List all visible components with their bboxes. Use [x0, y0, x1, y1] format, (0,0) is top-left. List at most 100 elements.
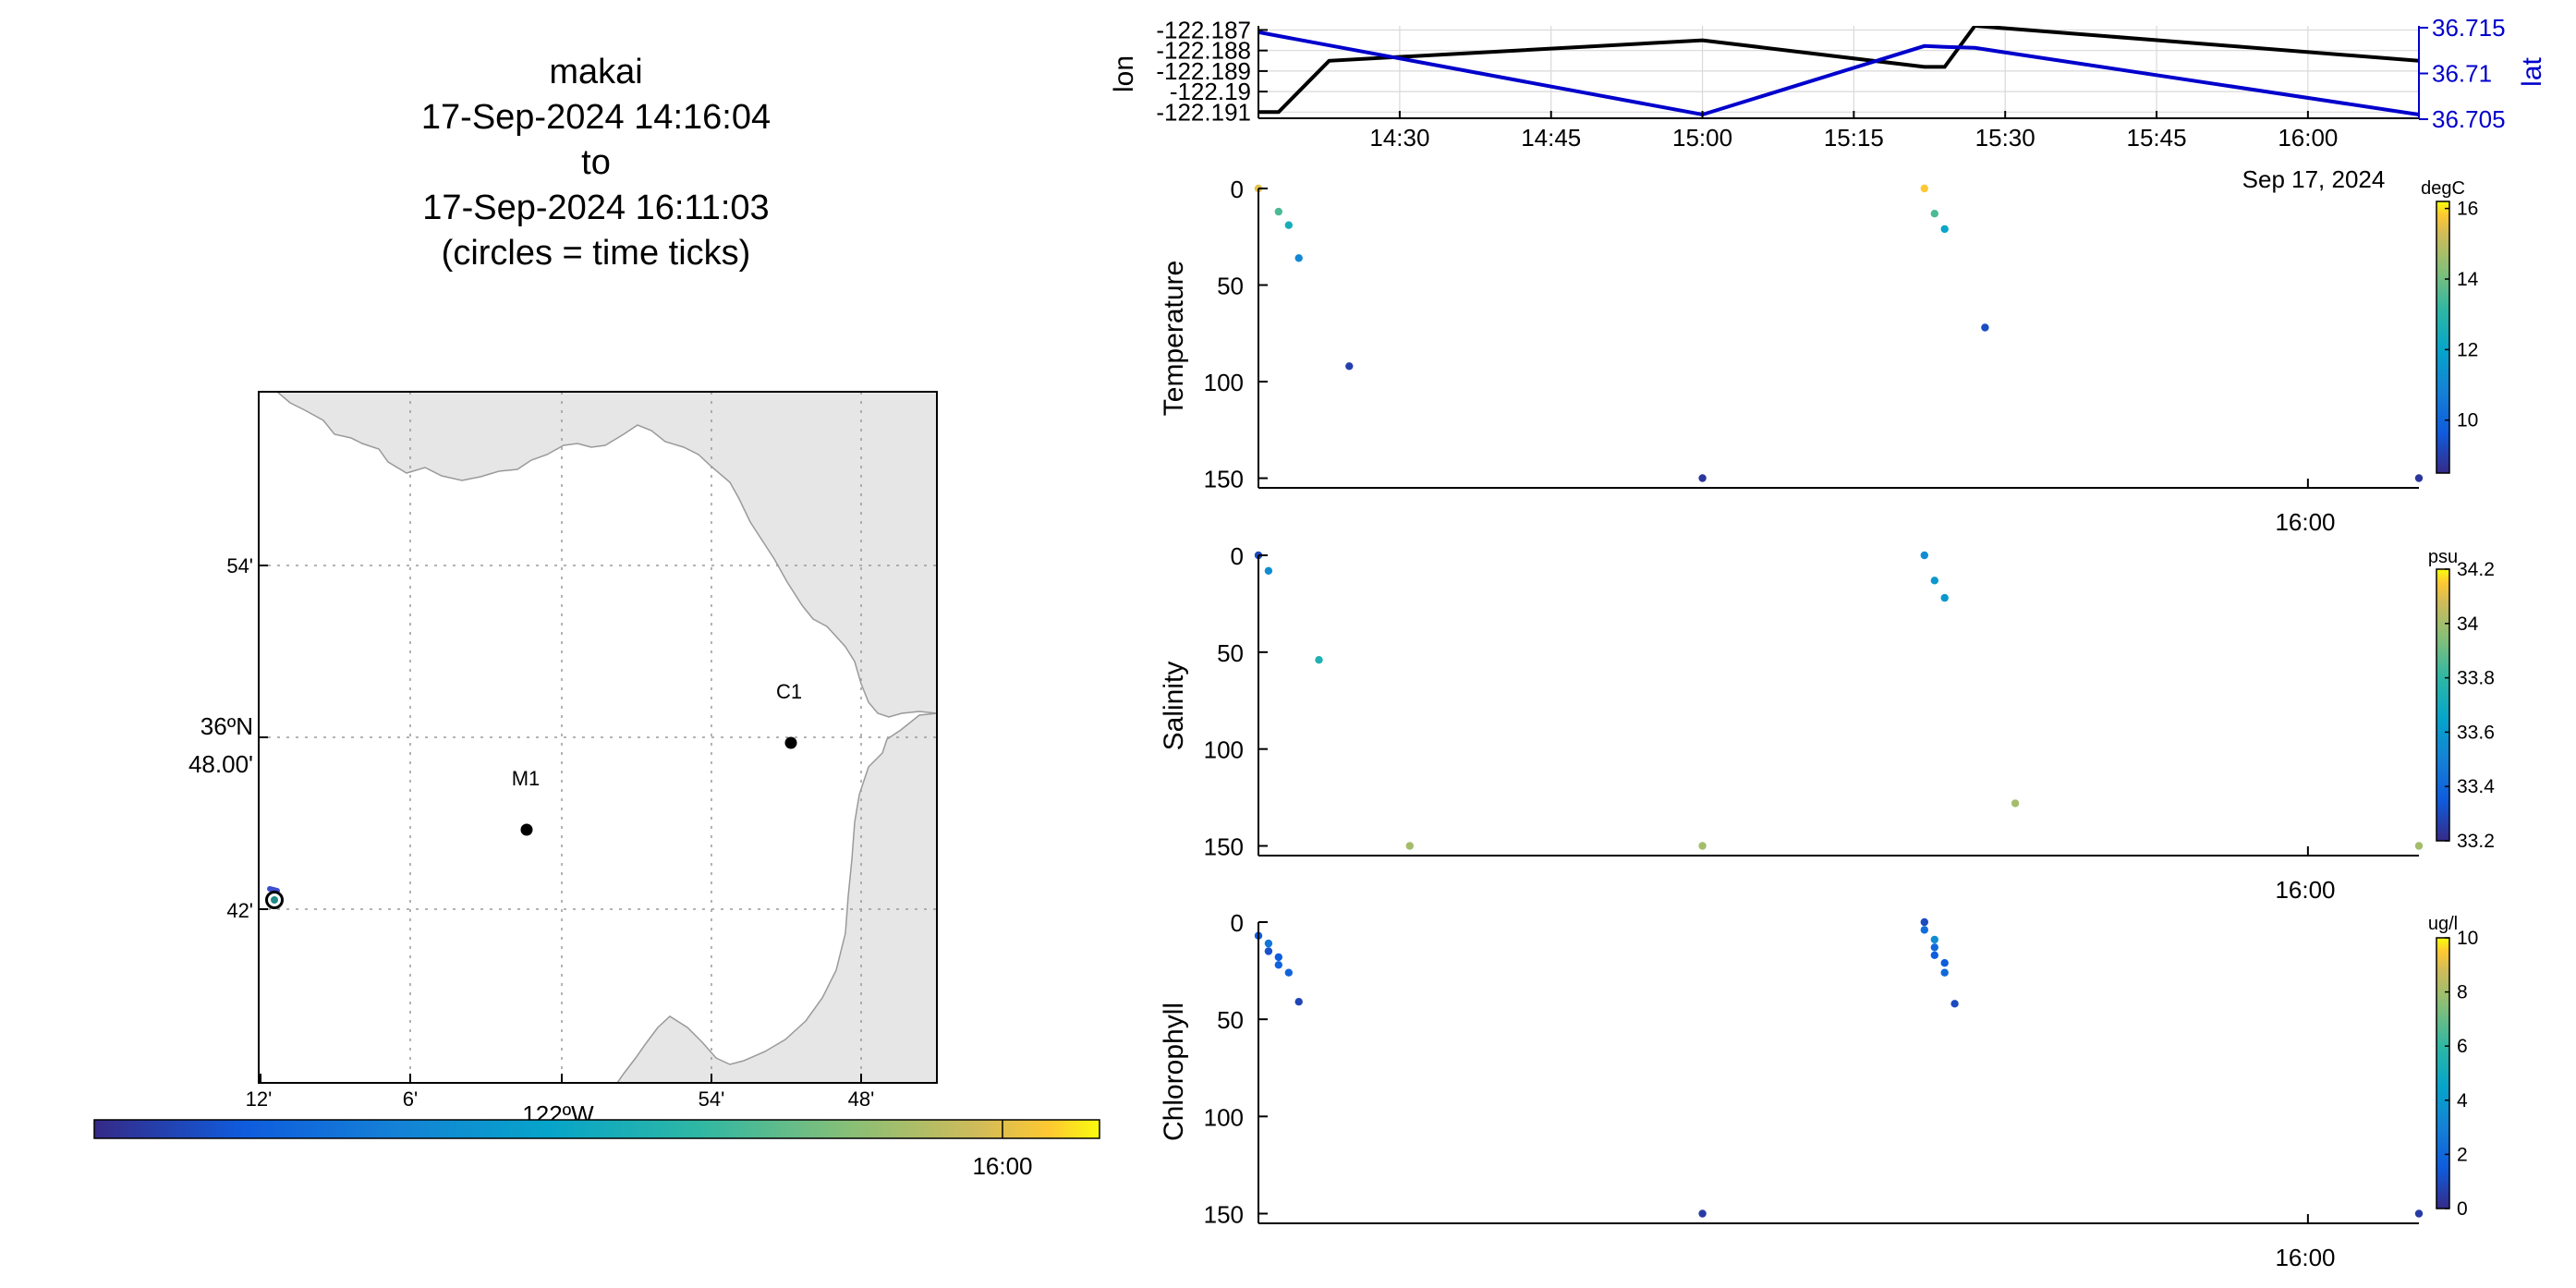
- chlorophyll-colorbar-group: ug/l10 8 6 4 2 0: [2428, 914, 2478, 1220]
- lon-lat-date-label: Sep 17, 2024: [2242, 165, 2386, 193]
- chlorophyll-point-14: [1940, 968, 1949, 977]
- chlorophyll-colorbar-tick-2: 6: [2457, 1036, 2468, 1057]
- salinity-y-tick-label-1: 50: [1217, 639, 1244, 667]
- map-grid: [259, 392, 937, 1083]
- lat-series-line: [1258, 30, 2419, 117]
- temperature-point-5: [1698, 474, 1707, 482]
- salinity-axes: [1258, 555, 2419, 857]
- temperature-y-tick-label-2: 100: [1204, 369, 1244, 396]
- temperature-point-10: [2414, 474, 2424, 482]
- map-x-tick-54: 54': [699, 1088, 725, 1111]
- salinity-point-7: [1940, 593, 1949, 602]
- lon-lat-axes: [1258, 26, 2420, 119]
- chlorophyll-y-tick-label-0: 0: [1231, 909, 1244, 937]
- chlorophyll-point-6: [1294, 998, 1303, 1006]
- temperature-point-6: [1920, 184, 1928, 193]
- temperature-y-tick-label-0: 0: [1231, 176, 1244, 203]
- title-line-5: (circles = time ticks): [442, 234, 751, 273]
- title-line-4: 17-Sep-2024 16:11:03: [422, 188, 769, 227]
- salinity-point-5: [1920, 551, 1928, 560]
- chlorophyll-point-16: [2414, 1209, 2424, 1218]
- time-colorbar: [93, 1119, 1100, 1139]
- temperature-colorbar-unit: degC: [2421, 178, 2465, 199]
- lat-tick-label-2: 36.705: [2432, 105, 2506, 133]
- lon-lat-x-tick-label-0: 14:30: [1369, 124, 1429, 152]
- lon-tick-label-2: -122.189: [1156, 57, 1251, 85]
- time-colorbar-tick: 16:00: [972, 1152, 1032, 1180]
- lon-tick-label-1: -122.188: [1156, 37, 1251, 65]
- chlorophyll-colorbar-tick-5: 0: [2457, 1198, 2468, 1220]
- salinity-point-2: [1315, 656, 1323, 664]
- lon-lat-x-tick-label-4: 15:30: [1975, 124, 2035, 152]
- salinity-colorbar-tick-1: 34: [2457, 614, 2479, 635]
- lon-tick-label-4: -122.191: [1156, 98, 1251, 126]
- chlorophyll-point-12: [1930, 951, 1938, 960]
- lon-tick-label-0: -122.187: [1156, 16, 1251, 43]
- salinity-point-1: [1264, 566, 1273, 575]
- chlorophyll-ticks: 0 50 100 150: [1204, 909, 2309, 1228]
- lon-lat-ticks: 14:30 14:45 15:00 15:15 15:30 15:45 16:00 -122.…: [1156, 14, 2505, 152]
- lon-tick-label-3: -122.19: [1170, 78, 1251, 105]
- chlorophyll-point-5: [1284, 968, 1294, 977]
- chlorophyll-point-1: [1264, 939, 1273, 948]
- title-line-1: makai: [549, 53, 642, 91]
- temperature-y-tick-label-1: 50: [1217, 273, 1244, 300]
- station-m1-marker: [520, 823, 533, 836]
- map-land-east: [616, 712, 937, 1083]
- chlorophyll-x-tick: 16:00: [2275, 1244, 2335, 1271]
- temperature-colorbar-tick-2: 12: [2457, 339, 2478, 360]
- salinity-point-9: [2414, 842, 2424, 850]
- chlorophyll-point-15: [1950, 1000, 1959, 1008]
- chlorophyll-axes: [1258, 922, 2419, 1224]
- map-panel: 12' 6' 54' 48' 122ºW 54' 42' 36ºN 48.00'…: [93, 391, 1100, 1180]
- chlorophyll-point-7: [1698, 1209, 1707, 1218]
- salinity-points: [1254, 551, 2424, 850]
- chlorophyll-point-11: [1930, 943, 1938, 952]
- salinity-axis-label: Salinity: [1159, 662, 1189, 751]
- temperature-colorbar-tick-1: 14: [2457, 269, 2479, 290]
- map-x-tick-12: 12': [246, 1088, 273, 1111]
- chlorophyll-points: [1254, 917, 2424, 1218]
- lat-axis-label: lat: [2517, 56, 2547, 86]
- figure-title: makai 17-Sep-2024 14:16:04 to 17-Sep-202…: [421, 53, 771, 273]
- lon-axis-label: lon: [1109, 55, 1139, 92]
- salinity-colorbar-tick-0: 34.2: [2457, 559, 2495, 580]
- temperature-colorbar-tick-0: 16: [2457, 199, 2478, 220]
- temperature-ticks: 0 50 100 150: [1204, 176, 2309, 493]
- chlorophyll-point-8: [1920, 917, 1928, 927]
- salinity-colorbar-tick-2: 33.8: [2457, 668, 2495, 689]
- station-c1-marker: [784, 736, 797, 749]
- chlorophyll-colorbar-unit: ug/l: [2428, 914, 2458, 934]
- temperature-colorbar-tick-3: 10: [2457, 410, 2478, 431]
- lon-lat-x-tick-label-1: 14:45: [1521, 124, 1581, 152]
- salinity-colorbar-tick-4: 33.4: [2457, 776, 2495, 797]
- temperature-colorbar: [2436, 200, 2450, 474]
- salinity-colorbar-tick-3: 33.6: [2457, 722, 2495, 743]
- temperature-points: [1254, 184, 2424, 482]
- chlorophyll-panel: 0 50 100 150 Chlorophyll 16:00 ug/l10 8 6 4 2 0: [1159, 909, 2478, 1271]
- vehicle-track: [265, 886, 284, 909]
- lon-lat-panel: 14:30 14:45 15:00 15:15 15:30 15:45 16:00 -122.…: [1109, 14, 2547, 193]
- salinity-y-tick-label-3: 150: [1204, 833, 1244, 861]
- chlorophyll-colorbar-tick-3: 4: [2457, 1090, 2468, 1112]
- chlorophyll-point-2: [1264, 947, 1273, 955]
- chlorophyll-axis-label: Chlorophyll: [1159, 1002, 1189, 1141]
- chlorophyll-colorbar: [2436, 937, 2450, 1209]
- map-land-north: [275, 392, 937, 718]
- temperature-x-tick: 16:00: [2275, 508, 2335, 536]
- map-x-tick-6: 6': [403, 1088, 418, 1111]
- chlorophyll-point-9: [1920, 926, 1928, 934]
- station-m1-label: M1: [512, 767, 541, 790]
- salinity-point-8: [2011, 799, 2020, 808]
- temperature-point-9: [1981, 323, 1989, 332]
- map-y-label-line-2: 48.00': [188, 750, 253, 778]
- temperature-y-tick-label-3: 150: [1204, 466, 1244, 493]
- temperature-point-7: [1930, 210, 1938, 218]
- chlorophyll-y-tick-label-2: 100: [1204, 1103, 1244, 1131]
- temperature-point-8: [1940, 225, 1949, 234]
